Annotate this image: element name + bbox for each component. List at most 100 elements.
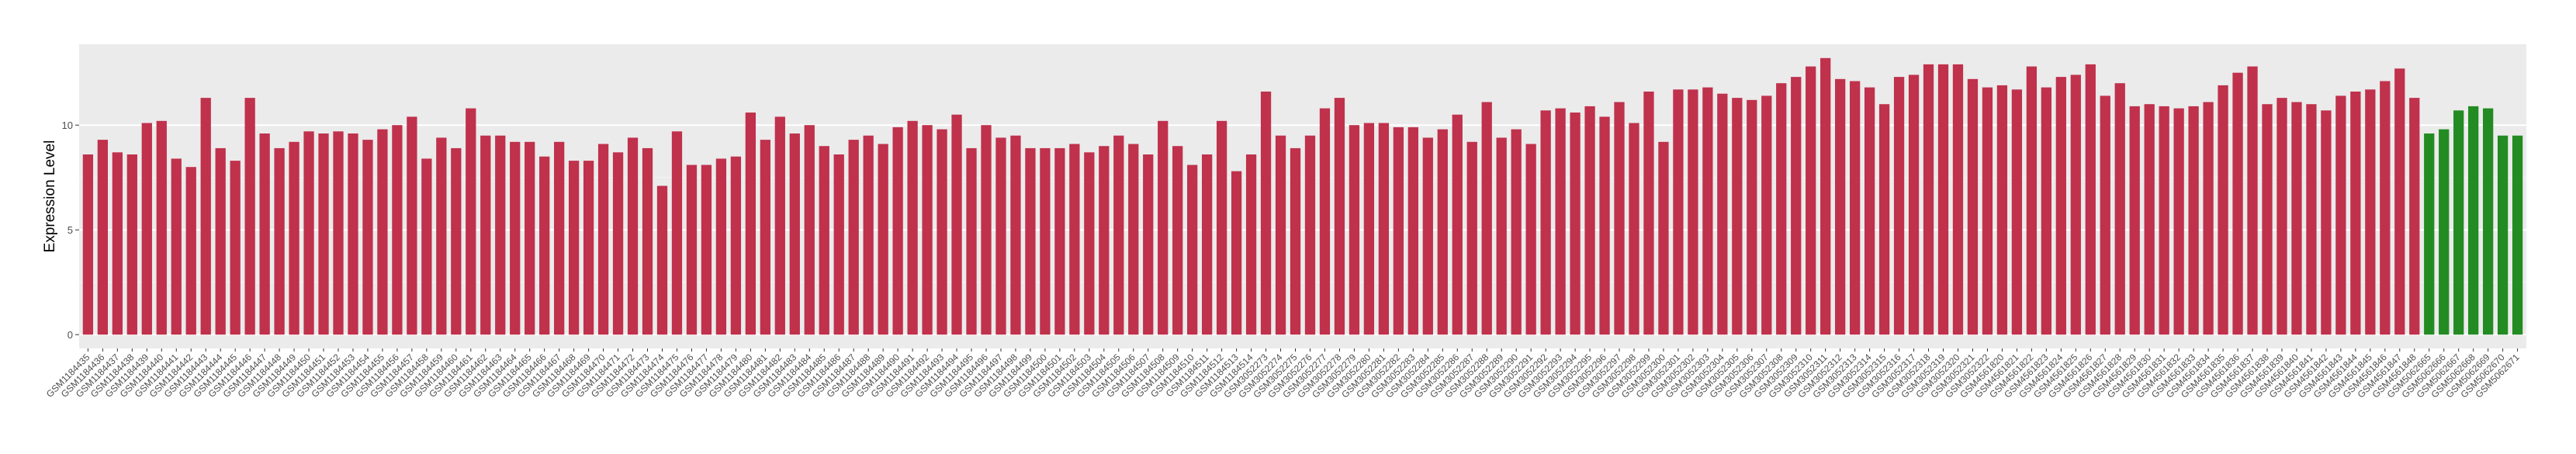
bar — [2335, 95, 2346, 335]
bar — [1422, 137, 1433, 335]
bar — [612, 152, 624, 335]
bar — [185, 167, 196, 335]
bar — [1525, 144, 1536, 335]
bar — [215, 147, 226, 335]
bar — [1702, 87, 1713, 335]
bar — [2055, 77, 2066, 335]
y-tick-label: 5 — [68, 224, 73, 236]
bar — [1378, 123, 1390, 335]
bar — [1069, 144, 1080, 335]
bar — [2085, 64, 2096, 335]
bar — [2011, 89, 2023, 335]
bar — [1658, 141, 1669, 335]
bar — [230, 161, 241, 335]
bar — [1806, 66, 1816, 335]
bar — [1967, 78, 1979, 335]
bar — [97, 140, 109, 335]
bar — [1216, 120, 1227, 335]
bar — [2026, 66, 2038, 335]
bar — [1614, 102, 1625, 335]
bar — [2144, 104, 2155, 335]
bar — [789, 133, 800, 335]
bar — [318, 133, 329, 335]
bar — [1481, 102, 1492, 335]
bar — [303, 131, 314, 335]
bar — [1629, 123, 1639, 335]
bar — [2365, 89, 2376, 335]
bar — [1245, 154, 1257, 335]
bar — [126, 154, 137, 335]
bar — [82, 154, 94, 335]
bar — [1319, 108, 1331, 335]
bar — [819, 146, 829, 335]
bar — [2070, 75, 2081, 335]
bar — [1084, 152, 1095, 335]
bar — [1363, 123, 1375, 335]
bar — [701, 165, 712, 335]
bar — [1761, 95, 1772, 335]
bar — [2306, 104, 2317, 335]
bar — [745, 113, 756, 335]
bar — [951, 114, 962, 335]
bar — [642, 147, 653, 335]
bar — [1982, 87, 1993, 335]
bar — [1143, 154, 1154, 335]
bar — [1791, 77, 1802, 335]
bar — [141, 123, 152, 335]
bar — [1717, 93, 1728, 335]
bar — [451, 147, 462, 335]
bar — [2453, 110, 2464, 335]
bar — [2129, 106, 2140, 335]
bar — [495, 135, 506, 335]
bar — [1878, 104, 1890, 335]
bar — [171, 158, 182, 335]
bar — [2159, 106, 2169, 335]
bar — [597, 144, 609, 335]
bar — [804, 125, 815, 335]
bar — [480, 135, 491, 335]
bar — [200, 98, 211, 335]
bar — [774, 116, 785, 335]
bar — [760, 140, 770, 335]
bar — [1158, 120, 1169, 335]
bar — [1466, 141, 1477, 335]
bar — [2394, 68, 2405, 335]
bar — [2291, 102, 2302, 335]
bar — [966, 147, 977, 335]
bar — [907, 120, 918, 335]
bar — [510, 141, 521, 335]
y-tick-label: 0 — [68, 329, 73, 341]
bar — [377, 129, 388, 335]
bar — [2350, 92, 2361, 335]
bar — [466, 108, 476, 335]
bar — [863, 135, 874, 335]
bar — [937, 129, 947, 335]
bar — [333, 131, 344, 335]
bar — [2218, 85, 2228, 335]
bar — [1732, 98, 1743, 335]
bar — [1952, 64, 1964, 335]
bar — [2232, 72, 2243, 335]
bar — [2483, 108, 2494, 335]
bar — [715, 158, 727, 335]
bar — [1025, 147, 1036, 335]
bar — [627, 137, 639, 335]
bar — [289, 141, 299, 335]
bar — [1584, 106, 1595, 335]
bar — [2512, 135, 2523, 335]
bar — [686, 165, 698, 335]
bar — [1172, 146, 1183, 335]
bar — [2424, 133, 2435, 335]
bar — [1599, 116, 1610, 335]
y-tick-label: 10 — [62, 120, 73, 131]
bar — [539, 156, 550, 335]
bar — [1054, 147, 1065, 335]
bar — [436, 137, 447, 335]
bar — [1688, 89, 1698, 335]
bar — [407, 116, 417, 335]
bar — [2497, 135, 2508, 335]
bar — [1923, 64, 1934, 335]
bar — [833, 154, 844, 335]
bar — [259, 133, 270, 335]
bar — [421, 158, 432, 335]
